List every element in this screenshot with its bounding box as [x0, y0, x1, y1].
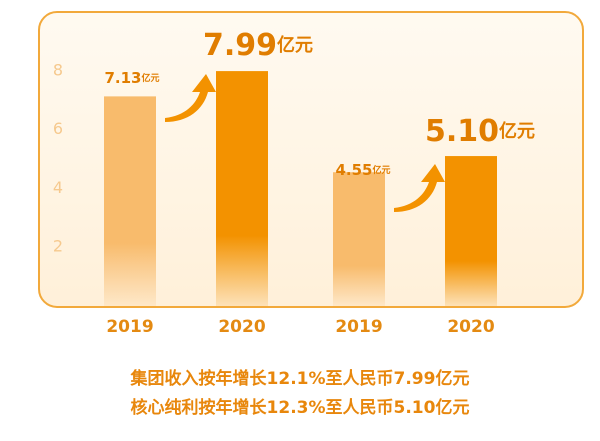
value-unit: 亿元 [373, 164, 391, 176]
value-unit: 亿元 [142, 72, 160, 84]
value-unit: 亿元 [277, 34, 313, 56]
y-tick-label: 8 [53, 60, 63, 79]
value-number: 7.13 [104, 69, 141, 87]
value-label: 7.99亿元 [203, 28, 313, 63]
value-label: 5.10亿元 [425, 114, 535, 149]
value-label: 4.55亿元 [335, 161, 390, 179]
value-unit: 亿元 [499, 120, 535, 142]
summary-note: 集团收入按年增长12.1%至人民币7.99亿元 [130, 368, 470, 389]
summary-note: 核心纯利按年增长12.3%至人民币5.10亿元 [131, 397, 470, 418]
growth-arrow [165, 74, 445, 212]
value-number: 5.10 [425, 114, 499, 149]
y-tick-label: 6 [53, 119, 63, 138]
x-tick-label: 2019 [106, 317, 153, 337]
value-number: 4.55 [335, 161, 372, 179]
x-tick-label: 2019 [335, 317, 382, 337]
value-label: 7.13亿元 [104, 69, 159, 87]
y-tick-label: 4 [53, 178, 63, 197]
y-tick-label: 2 [53, 237, 63, 256]
x-tick-label: 2020 [218, 317, 265, 337]
bar [216, 71, 268, 307]
value-number: 7.99 [203, 28, 277, 63]
bar [104, 96, 156, 307]
bar [445, 156, 497, 306]
bar [333, 172, 385, 306]
x-tick-label: 2020 [447, 317, 494, 337]
